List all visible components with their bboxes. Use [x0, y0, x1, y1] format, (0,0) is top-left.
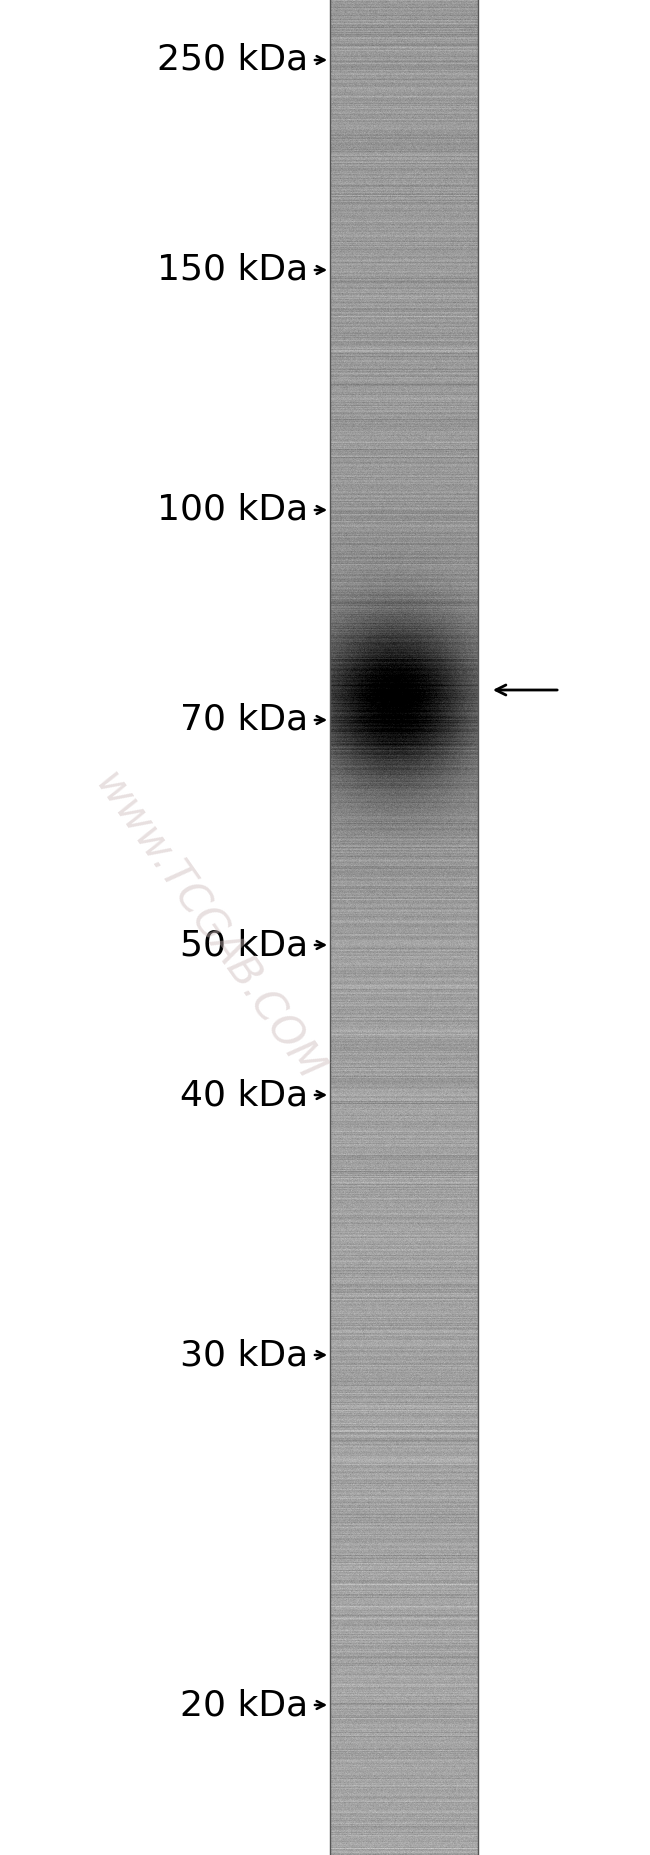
Text: www.TCGAB.COM: www.TCGAB.COM [85, 764, 331, 1091]
Text: 50 kDa: 50 kDa [180, 928, 308, 963]
Text: 150 kDa: 150 kDa [157, 252, 308, 288]
Text: 100 kDa: 100 kDa [157, 493, 308, 527]
Text: 20 kDa: 20 kDa [180, 1688, 308, 1721]
Text: 70 kDa: 70 kDa [180, 703, 308, 736]
Text: 250 kDa: 250 kDa [157, 43, 308, 78]
Text: 30 kDa: 30 kDa [180, 1337, 308, 1373]
Text: 40 kDa: 40 kDa [180, 1078, 308, 1111]
